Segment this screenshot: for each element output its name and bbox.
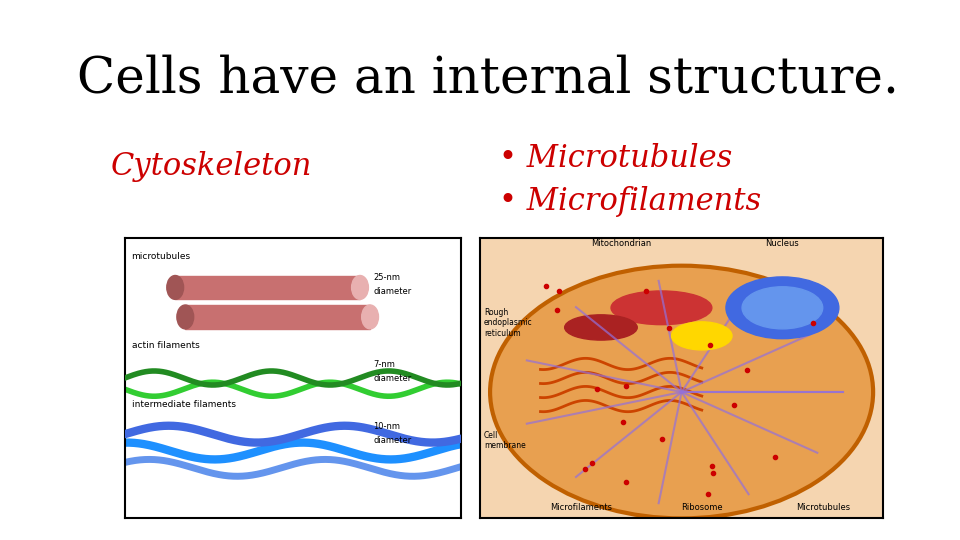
Bar bbox=[185, 305, 370, 329]
Text: Microtubules: Microtubules bbox=[796, 503, 850, 512]
Ellipse shape bbox=[726, 277, 839, 339]
Text: diameter: diameter bbox=[373, 374, 412, 383]
Text: diameter: diameter bbox=[373, 436, 412, 444]
Text: Cells have an internal structure.: Cells have an internal structure. bbox=[77, 54, 899, 104]
Text: 7-nm: 7-nm bbox=[373, 360, 396, 369]
Ellipse shape bbox=[742, 287, 823, 329]
Ellipse shape bbox=[672, 322, 732, 350]
Ellipse shape bbox=[351, 275, 369, 299]
Text: 25-nm: 25-nm bbox=[373, 273, 400, 282]
Text: Microfilaments: Microfilaments bbox=[550, 503, 612, 512]
Text: diameter: diameter bbox=[373, 287, 412, 296]
Text: actin filaments: actin filaments bbox=[132, 341, 200, 350]
Ellipse shape bbox=[177, 305, 194, 329]
Ellipse shape bbox=[490, 266, 873, 518]
Text: intermediate filaments: intermediate filaments bbox=[132, 401, 235, 409]
Text: Cytoskeleton: Cytoskeleton bbox=[110, 151, 312, 182]
Ellipse shape bbox=[611, 291, 712, 325]
Text: 10-nm: 10-nm bbox=[373, 422, 400, 430]
Text: Rough
endoplasmic
reticulum: Rough endoplasmic reticulum bbox=[484, 308, 533, 338]
Ellipse shape bbox=[564, 315, 637, 340]
Ellipse shape bbox=[362, 305, 378, 329]
Text: • Microtubules: • Microtubules bbox=[499, 143, 732, 174]
Text: Ribosome: Ribosome bbox=[681, 503, 723, 512]
Text: microtubules: microtubules bbox=[132, 252, 191, 261]
Bar bbox=[175, 275, 360, 299]
Text: Cell
membrane: Cell membrane bbox=[484, 431, 526, 450]
Text: Nucleus: Nucleus bbox=[765, 239, 800, 248]
Text: • Microfilaments: • Microfilaments bbox=[499, 186, 761, 217]
Ellipse shape bbox=[167, 275, 183, 299]
Text: Mitochondrian: Mitochondrian bbox=[591, 239, 651, 248]
